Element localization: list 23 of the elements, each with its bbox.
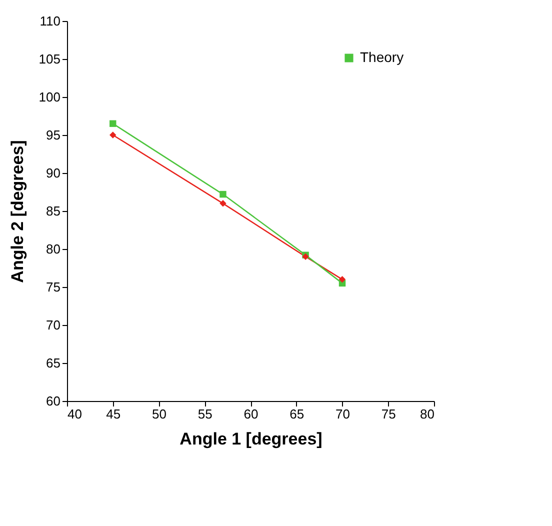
y-tick-label: 90 <box>46 166 60 180</box>
y-tick-label: 65 <box>46 356 60 370</box>
y-axis-title: Angle 2 [degrees] <box>8 140 27 283</box>
x-tick-label: 75 <box>381 406 396 422</box>
x-tick-label: 70 <box>336 406 350 422</box>
legend-label: Theory <box>360 49 404 65</box>
y-tick-label: 75 <box>46 280 60 294</box>
x-tick-label: 45 <box>106 406 121 422</box>
y-tick-label: 80 <box>46 242 60 256</box>
y-tick-label: 70 <box>46 318 60 332</box>
y-tick-label: 105 <box>38 52 60 66</box>
x-tick-label: 40 <box>68 406 82 422</box>
x-tick-label: 50 <box>152 406 166 422</box>
x-tick-label: 55 <box>198 406 212 422</box>
y-tick-label: 95 <box>46 128 60 142</box>
x-axis-title: Angle 1 [degrees] <box>180 430 322 448</box>
x-tick-label: 60 <box>244 406 258 422</box>
y-tick-label: 110 <box>40 14 60 28</box>
y-tick-label: 100 <box>38 90 60 104</box>
x-tick-label: 80 <box>420 406 434 422</box>
y-tick-label: 60 <box>46 394 60 408</box>
y-tick-label: 85 <box>46 204 60 218</box>
x-tick-label: 65 <box>290 406 304 422</box>
